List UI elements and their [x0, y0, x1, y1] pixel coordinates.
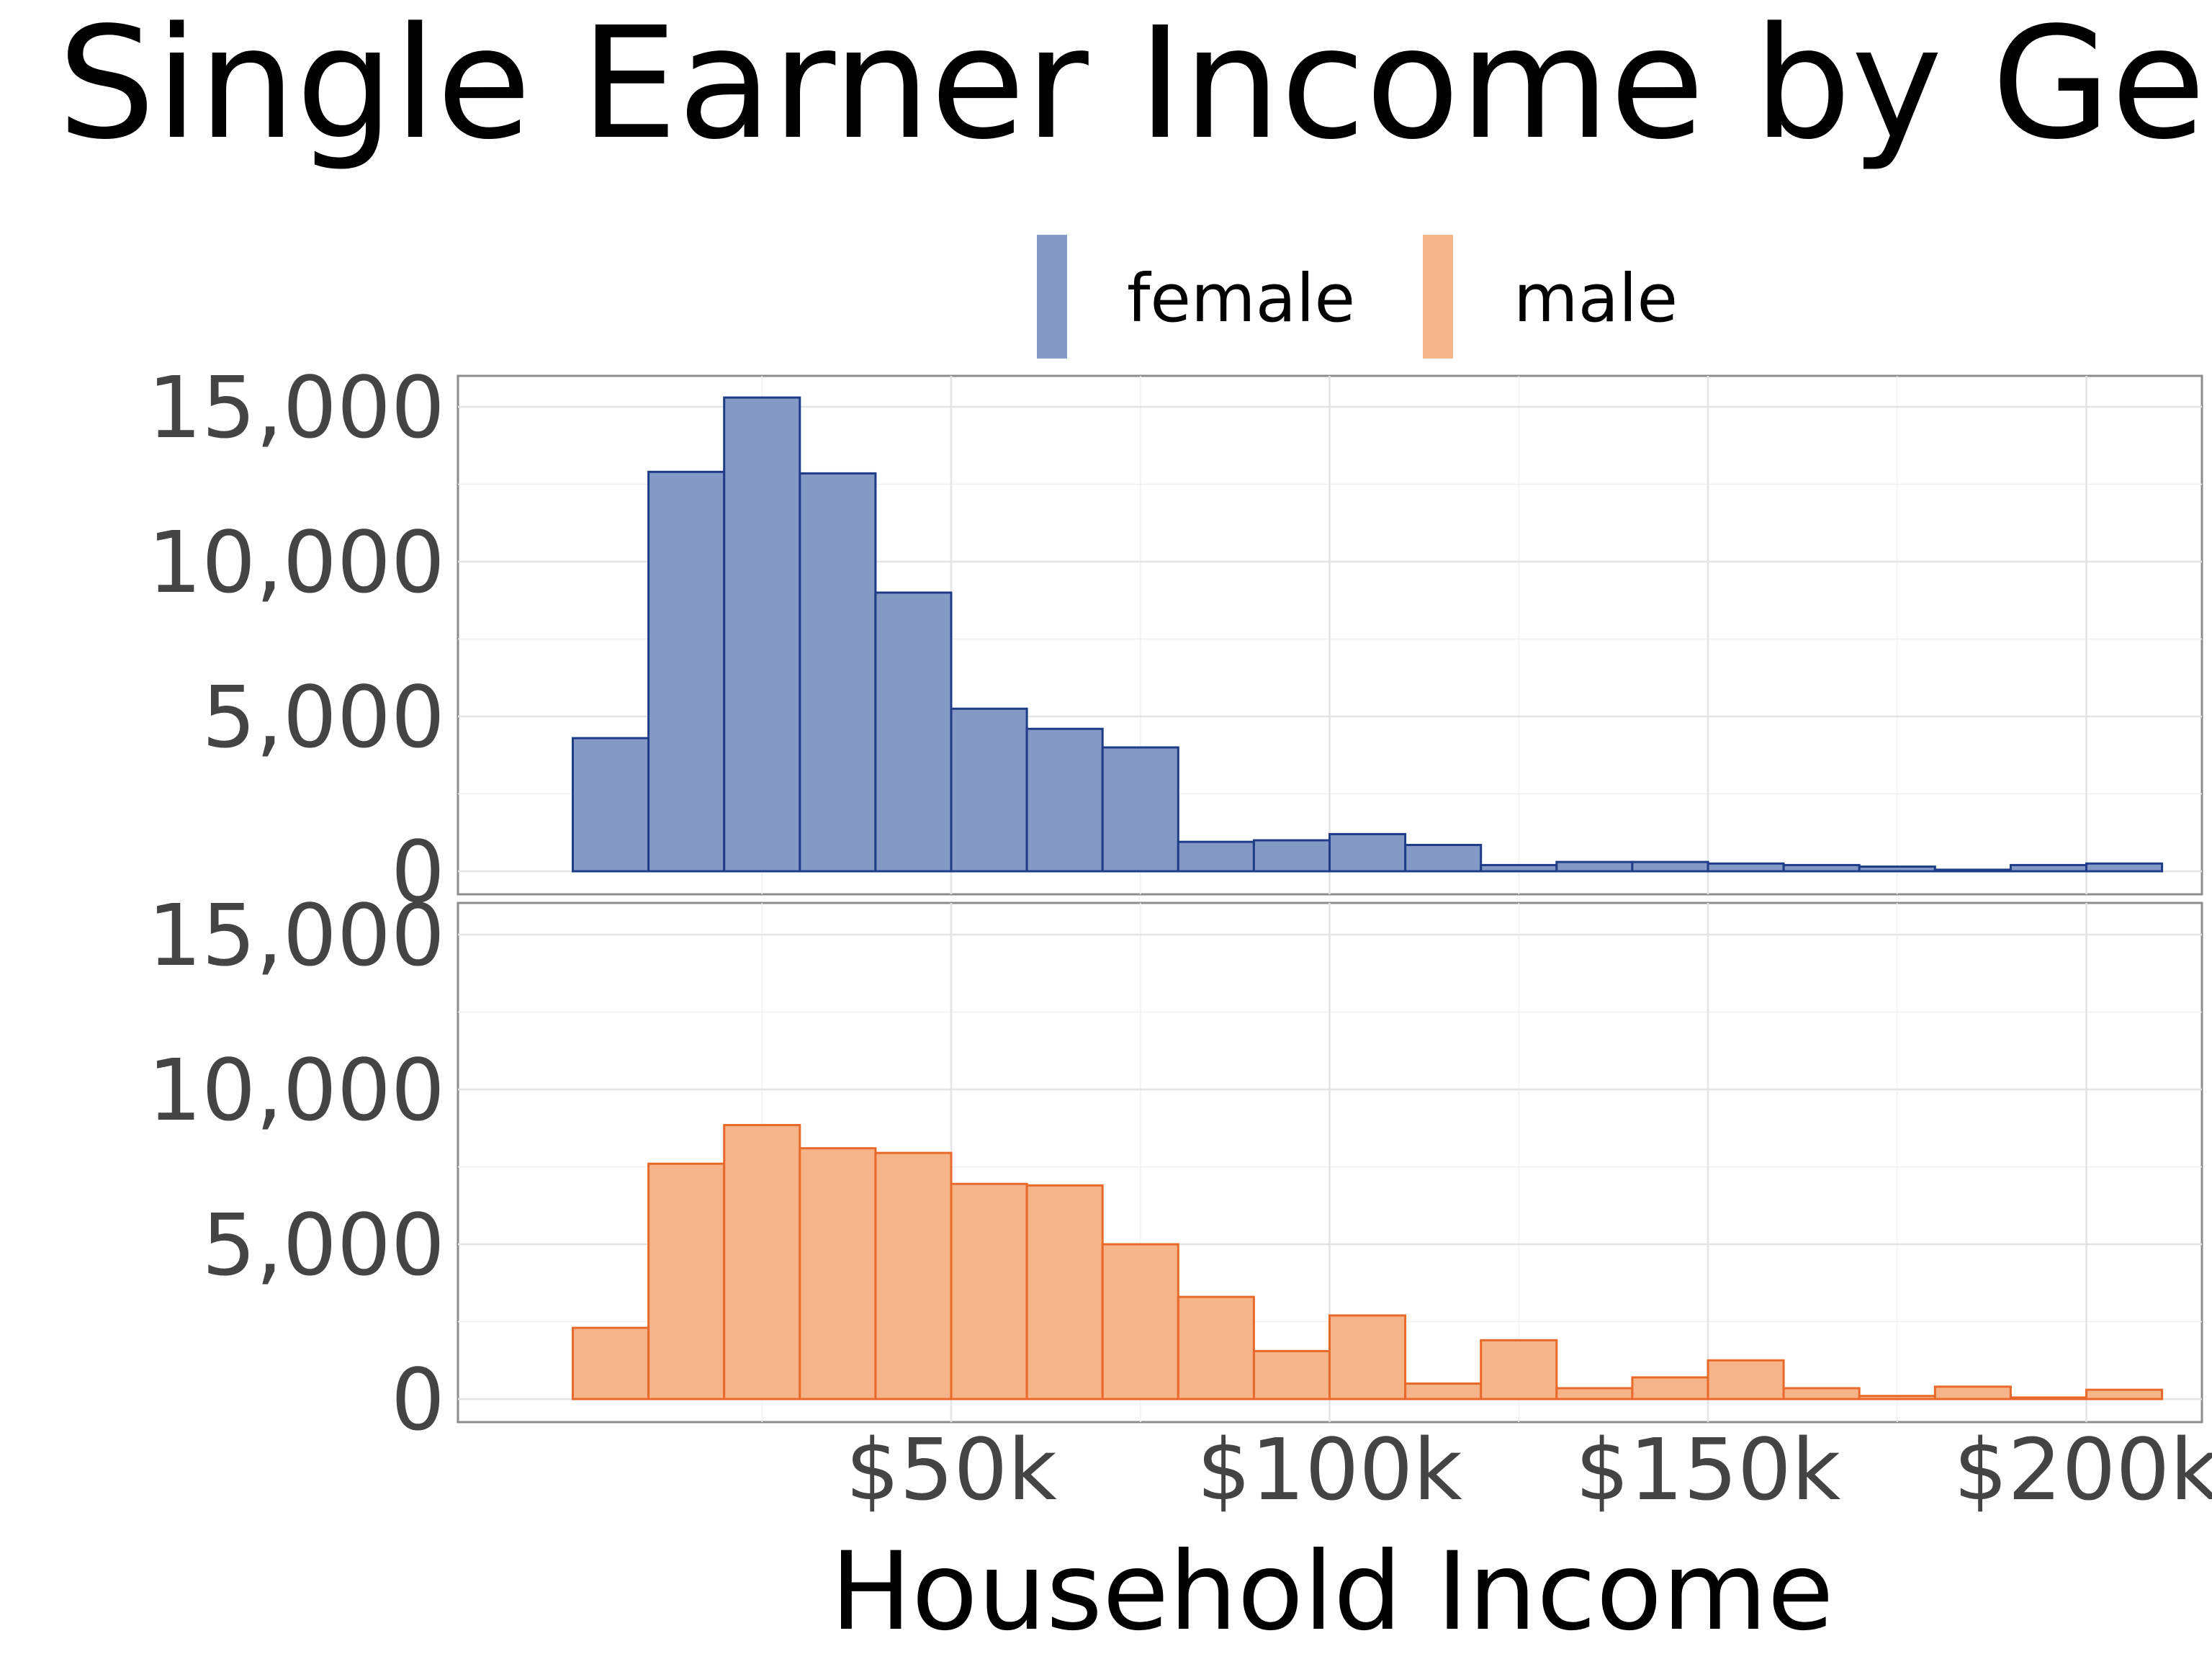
male-bar [1101, 1243, 1179, 1401]
legend-label-male: male [1514, 260, 1678, 337]
male-bar [950, 1182, 1028, 1401]
chart-title: Single Earner Income by Ge [58, 0, 2206, 174]
female-bar [723, 396, 801, 873]
male-bar [2085, 1388, 2164, 1401]
y-tick-label: 0 [391, 822, 445, 922]
male-bar [874, 1151, 953, 1401]
panel-male: 0 5,000 10,000 15,000 [148, 886, 2203, 1449]
male-bar [1858, 1395, 1936, 1401]
female-bar [1782, 863, 1861, 873]
x-tick-label: $200k [1954, 1420, 2212, 1519]
female-bar [1101, 746, 1179, 873]
male-bar [1631, 1376, 1709, 1401]
male-bar [1404, 1382, 1483, 1401]
panel-female: 0 5,000 10,000 15,000 [148, 358, 2203, 922]
female-bar [874, 591, 953, 873]
y-tick-label: 10,000 [148, 513, 445, 612]
female-bar [1177, 840, 1255, 873]
y-tick-label: 15,000 [148, 886, 445, 985]
male-bar [1707, 1359, 1785, 1401]
female-bar [1555, 860, 1634, 873]
legend-label-female: female [1127, 260, 1355, 337]
female-bar [799, 472, 877, 873]
male-bar [1328, 1314, 1407, 1401]
male-bar [799, 1147, 877, 1401]
female-bar [1480, 863, 1558, 873]
female-bar [1025, 727, 1104, 873]
female-bar [1933, 868, 2012, 873]
y-tick-label: 5,000 [202, 667, 445, 767]
female-bar [1252, 839, 1331, 873]
y-tick-label: 0 [391, 1350, 445, 1449]
male-bar [1177, 1295, 1255, 1401]
x-axis: $50k $100k $150k $200k [845, 1420, 2212, 1519]
female-bar [1328, 832, 1407, 873]
male-bar [1555, 1387, 1634, 1401]
male-bar [1025, 1184, 1104, 1401]
legend-key-female [1037, 235, 1067, 359]
x-tick-label: $50k [845, 1420, 1057, 1519]
y-tick-label: 15,000 [148, 358, 445, 457]
female-bar [647, 470, 726, 873]
female-bar [1858, 866, 1936, 873]
female-bar [1631, 860, 1709, 873]
male-bar [647, 1162, 726, 1401]
male-bar [1782, 1387, 1861, 1401]
female-bar [2009, 863, 2087, 873]
y-tick-label: 10,000 [148, 1040, 445, 1140]
legend: female male [1037, 235, 1678, 359]
female-bar [1707, 862, 1785, 873]
female-bar [572, 737, 650, 873]
x-tick-label: $150k [1575, 1420, 1841, 1519]
y-tick-label: 5,000 [202, 1195, 445, 1295]
x-axis-label: Household Income [830, 1529, 1833, 1655]
x-tick-label: $100k [1197, 1420, 1462, 1519]
male-bar [1252, 1349, 1331, 1401]
male-bar [572, 1326, 650, 1401]
legend-key-male [1423, 235, 1453, 359]
female-bar [1404, 843, 1483, 873]
female-bar [2085, 862, 2164, 873]
male-bar [723, 1123, 801, 1401]
male-bar [1933, 1385, 2012, 1401]
male-bar [2009, 1396, 2087, 1401]
female-bar [950, 707, 1028, 873]
male-bar [1480, 1339, 1558, 1401]
